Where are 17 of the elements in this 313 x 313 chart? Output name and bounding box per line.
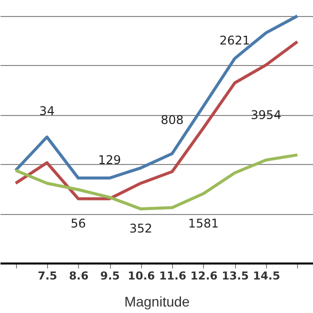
annotation: 34 (39, 104, 55, 118)
x-tick-label: 8.6 (69, 270, 89, 282)
annotation: 3954 (250, 108, 282, 122)
annotation: 352 (129, 221, 152, 236)
annotation: 2621 (219, 34, 250, 48)
annotation: 129 (98, 153, 122, 167)
x-tick-label: 14.5 (252, 270, 280, 282)
x-tick-label: 12.6 (190, 270, 218, 282)
x-axis-title: Magnitude (124, 294, 190, 310)
x-tick-label: 7.5 (38, 270, 58, 282)
x-tick-label: 11.6 (159, 270, 187, 282)
x-tick-label: 10.6 (128, 270, 156, 282)
annotation: 808 (160, 113, 184, 128)
x-tick-label: 13.5 (222, 270, 249, 282)
annotation: 1581 (188, 216, 219, 230)
annotation: 56 (70, 216, 86, 230)
x-tick-label: 9.5 (100, 270, 120, 282)
